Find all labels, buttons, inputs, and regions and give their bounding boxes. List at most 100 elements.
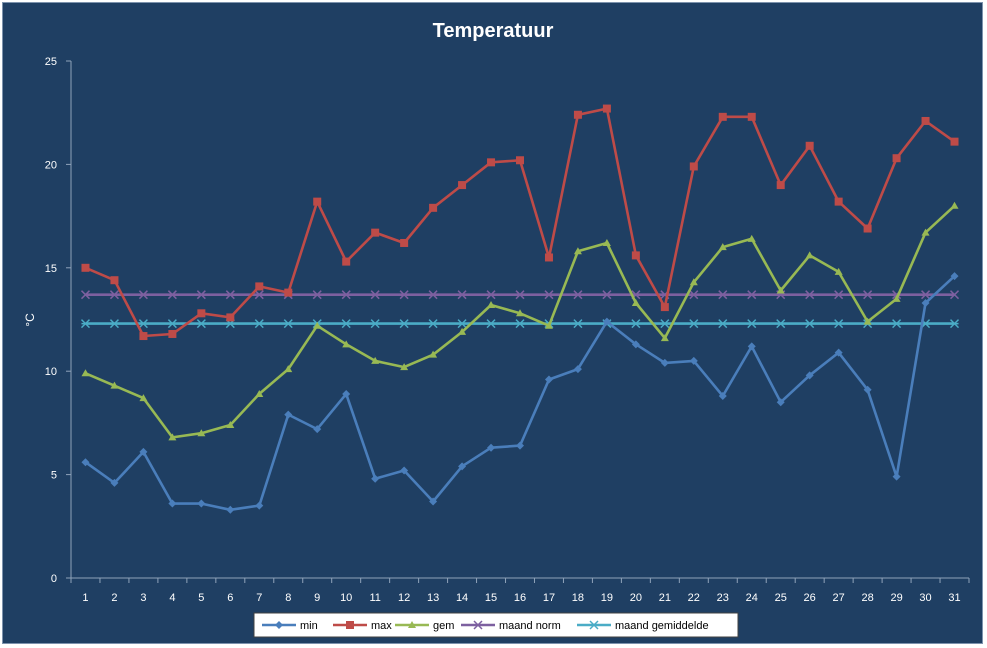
y-tick-label: 15 (45, 263, 57, 275)
data-point-gem (921, 228, 930, 236)
series-line-max (84, 107, 956, 338)
data-point-min (921, 298, 930, 307)
legend-marker (275, 621, 283, 629)
data-point-min (602, 317, 611, 326)
marker-stroke (515, 290, 525, 300)
data-point-maand-gemiddelde (486, 319, 496, 329)
x-tick-label: 14 (456, 592, 468, 604)
data-point-max (400, 238, 409, 247)
y-tick-label: 20 (45, 159, 57, 171)
data-point-maand-norm (486, 290, 496, 300)
data-point-gem (776, 286, 785, 294)
data-point-maand-gemiddelde (689, 319, 699, 329)
data-point-maand-norm (805, 290, 815, 300)
marker-stroke (428, 290, 438, 300)
marker-stroke (341, 290, 351, 300)
x-tick-label: 21 (659, 592, 671, 604)
data-point-gem (718, 243, 727, 251)
data-point-maand-norm (949, 290, 960, 300)
data-point-min (429, 497, 438, 506)
x-tick-label: 25 (775, 592, 787, 604)
data-point-maand-gemiddelde (109, 319, 119, 329)
data-point-min (631, 340, 640, 349)
data-point-maand-gemiddelde (747, 319, 757, 329)
x-tick-label: 7 (256, 592, 262, 604)
data-point-maand-norm (341, 290, 351, 300)
data-point-maand-gemiddelde (834, 319, 844, 329)
data-point-max (921, 116, 930, 125)
data-point-maand-gemiddelde (399, 319, 409, 329)
data-point-max (660, 303, 669, 312)
data-point-maand-gemiddelde (80, 319, 91, 329)
data-point-maand-norm (747, 290, 757, 300)
data-point-maand-norm (718, 290, 728, 300)
data-point-gem (371, 356, 380, 364)
data-point-max (776, 181, 785, 190)
marker-stroke (602, 290, 612, 300)
marker-stroke (834, 290, 844, 300)
data-point-max (226, 313, 235, 322)
data-point-maand-gemiddelde (805, 319, 815, 329)
data-point-maand-gemiddelde (167, 319, 177, 329)
x-tick-label: 15 (485, 592, 497, 604)
x-tick-label: 31 (948, 592, 960, 604)
marker-stroke (486, 290, 496, 300)
data-point-maand-norm (921, 290, 931, 300)
marker-stroke (573, 290, 583, 300)
data-point-gem (81, 369, 90, 377)
marker-stroke (109, 290, 119, 300)
data-point-gem (284, 365, 293, 373)
data-point-max (863, 224, 872, 233)
data-point-max (429, 203, 438, 212)
data-point-gem (168, 433, 177, 441)
x-tick-label: 20 (630, 592, 642, 604)
series-maand-norm (80, 290, 960, 300)
marker-stroke (225, 290, 235, 300)
x-tick-label: 12 (398, 592, 410, 604)
data-point-maand-gemiddelde (138, 319, 148, 329)
x-tick-label: 23 (717, 592, 729, 604)
marker-stroke (689, 290, 699, 300)
y-axis-label: °C (23, 313, 37, 327)
data-point-max (139, 332, 148, 341)
data-point-max (110, 276, 119, 285)
data-point-maand-gemiddelde (631, 319, 641, 329)
data-point-max (168, 329, 177, 338)
data-point-maand-gemiddelde (776, 319, 786, 329)
marker-stroke (399, 290, 409, 300)
marker-stroke (473, 620, 483, 630)
x-tick-label: 5 (198, 592, 204, 604)
x-tick-label: 8 (285, 592, 291, 604)
data-point-gem (516, 309, 524, 317)
legend-entry-min: min (262, 620, 318, 632)
x-tick-label: 9 (314, 592, 320, 604)
data-point-max (747, 112, 756, 121)
data-point-min (950, 272, 959, 281)
data-point-maand-norm (834, 290, 844, 300)
data-point-maand-gemiddelde (254, 319, 264, 329)
data-point-min (371, 474, 380, 483)
legend-label: gem (433, 620, 454, 632)
data-point-gem (660, 334, 669, 342)
data-point-gem (602, 238, 611, 246)
data-point-gem (892, 294, 901, 302)
data-point-maand-norm (167, 290, 177, 300)
data-point-maand-gemiddelde (341, 319, 351, 329)
data-point-maand-norm (689, 290, 699, 300)
data-point-min (892, 472, 901, 481)
marker-stroke (863, 290, 873, 300)
data-point-maand-norm (399, 290, 409, 300)
data-point-maand-gemiddelde (370, 319, 380, 329)
data-point-gem (631, 298, 640, 306)
data-point-maand-gemiddelde (660, 319, 670, 329)
y-tick-label: 10 (45, 366, 57, 378)
data-point-maand-norm (602, 290, 612, 300)
x-tick-label: 26 (804, 592, 816, 604)
data-point-max (516, 156, 524, 165)
data-point-max (487, 158, 496, 167)
data-point-min (342, 389, 351, 398)
data-point-max (805, 141, 814, 150)
x-tick-label: 13 (427, 592, 439, 604)
data-point-min (747, 342, 756, 351)
